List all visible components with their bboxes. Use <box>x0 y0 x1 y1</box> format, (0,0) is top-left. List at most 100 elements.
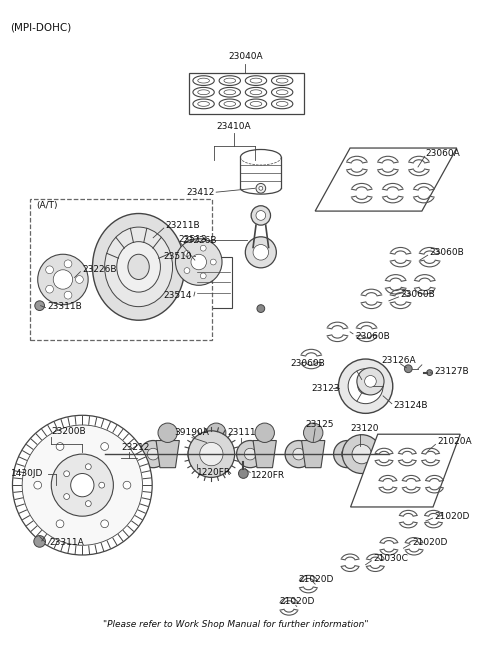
Circle shape <box>140 441 167 468</box>
Circle shape <box>200 273 206 279</box>
Text: (MPI-DOHC): (MPI-DOHC) <box>11 22 72 32</box>
Circle shape <box>12 415 152 555</box>
Circle shape <box>200 245 206 251</box>
Circle shape <box>259 186 263 190</box>
Text: 21020D: 21020D <box>279 597 314 606</box>
Circle shape <box>85 464 91 470</box>
Text: 1430JD: 1430JD <box>11 469 43 478</box>
Text: 23060B: 23060B <box>290 360 324 368</box>
Text: 23060B: 23060B <box>400 290 435 299</box>
Bar <box>189 73 303 113</box>
Text: 23311B: 23311B <box>48 302 82 311</box>
Circle shape <box>46 286 53 293</box>
Text: 23311A: 23311A <box>49 538 84 547</box>
Polygon shape <box>315 148 457 211</box>
Circle shape <box>206 423 226 443</box>
Circle shape <box>34 481 42 489</box>
Text: 23226B: 23226B <box>83 265 117 274</box>
Text: 23200B: 23200B <box>51 427 86 436</box>
Text: 21020D: 21020D <box>434 512 470 521</box>
Circle shape <box>99 482 105 488</box>
Text: 23040A: 23040A <box>228 52 263 61</box>
Circle shape <box>176 238 222 286</box>
Text: 23060B: 23060B <box>355 332 390 341</box>
Circle shape <box>101 443 108 451</box>
Text: 23212: 23212 <box>121 443 149 452</box>
Circle shape <box>239 469 248 478</box>
Circle shape <box>75 276 84 284</box>
Text: 23510: 23510 <box>163 252 192 261</box>
Text: 23111: 23111 <box>227 428 256 438</box>
Circle shape <box>147 448 159 460</box>
Circle shape <box>184 268 190 274</box>
Circle shape <box>342 435 381 474</box>
Circle shape <box>64 494 70 500</box>
Circle shape <box>338 359 393 413</box>
Ellipse shape <box>128 254 149 280</box>
Circle shape <box>51 454 113 516</box>
Text: 21020D: 21020D <box>412 538 447 547</box>
Circle shape <box>365 375 376 387</box>
Text: 23060A: 23060A <box>426 149 460 158</box>
Polygon shape <box>301 441 325 468</box>
Text: 23514: 23514 <box>164 291 192 301</box>
Text: 21030C: 21030C <box>373 554 408 563</box>
Bar <box>195 257 232 308</box>
Circle shape <box>191 254 206 270</box>
Text: 23125: 23125 <box>305 419 334 428</box>
Circle shape <box>237 441 264 468</box>
Circle shape <box>56 443 64 451</box>
Text: 23123: 23123 <box>311 384 340 392</box>
Polygon shape <box>350 434 460 507</box>
Circle shape <box>35 301 45 310</box>
Circle shape <box>257 305 264 312</box>
Circle shape <box>64 471 70 477</box>
Circle shape <box>245 237 276 268</box>
Circle shape <box>46 266 53 274</box>
Text: "Please refer to Work Shop Manual for further information": "Please refer to Work Shop Manual for fu… <box>103 620 368 629</box>
Circle shape <box>293 448 304 460</box>
Circle shape <box>71 474 94 496</box>
Polygon shape <box>204 441 228 468</box>
Circle shape <box>196 448 207 460</box>
Circle shape <box>85 500 91 506</box>
Circle shape <box>253 244 269 260</box>
Text: 1220FR: 1220FR <box>251 471 285 480</box>
Circle shape <box>64 291 72 299</box>
Text: 21020A: 21020A <box>437 437 472 446</box>
Circle shape <box>352 444 372 464</box>
Circle shape <box>358 379 373 394</box>
Text: 23513: 23513 <box>178 235 206 244</box>
Text: 1220FR: 1220FR <box>197 468 231 477</box>
Text: 23226B: 23226B <box>182 236 217 245</box>
Circle shape <box>210 259 216 265</box>
Circle shape <box>38 254 88 305</box>
Circle shape <box>56 520 64 528</box>
Text: 21020D: 21020D <box>299 574 334 584</box>
Circle shape <box>200 443 223 466</box>
Circle shape <box>357 367 384 395</box>
Text: (A/T): (A/T) <box>37 201 58 210</box>
Circle shape <box>123 481 131 489</box>
Circle shape <box>334 441 361 468</box>
Circle shape <box>255 423 275 443</box>
Polygon shape <box>156 441 180 468</box>
Polygon shape <box>253 441 276 468</box>
Circle shape <box>188 431 235 477</box>
Circle shape <box>285 441 312 468</box>
Circle shape <box>256 183 266 193</box>
Circle shape <box>341 448 353 460</box>
Text: 23120: 23120 <box>350 424 379 434</box>
Circle shape <box>405 365 412 373</box>
Text: 23410A: 23410A <box>216 122 251 131</box>
Circle shape <box>101 520 108 528</box>
Circle shape <box>64 260 72 268</box>
Ellipse shape <box>117 242 160 292</box>
Circle shape <box>251 206 271 225</box>
Circle shape <box>53 270 72 289</box>
Text: 23412: 23412 <box>186 188 214 196</box>
Text: 23211B: 23211B <box>166 221 200 230</box>
Circle shape <box>188 441 215 468</box>
Text: 23127B: 23127B <box>434 367 469 376</box>
Circle shape <box>34 536 46 547</box>
